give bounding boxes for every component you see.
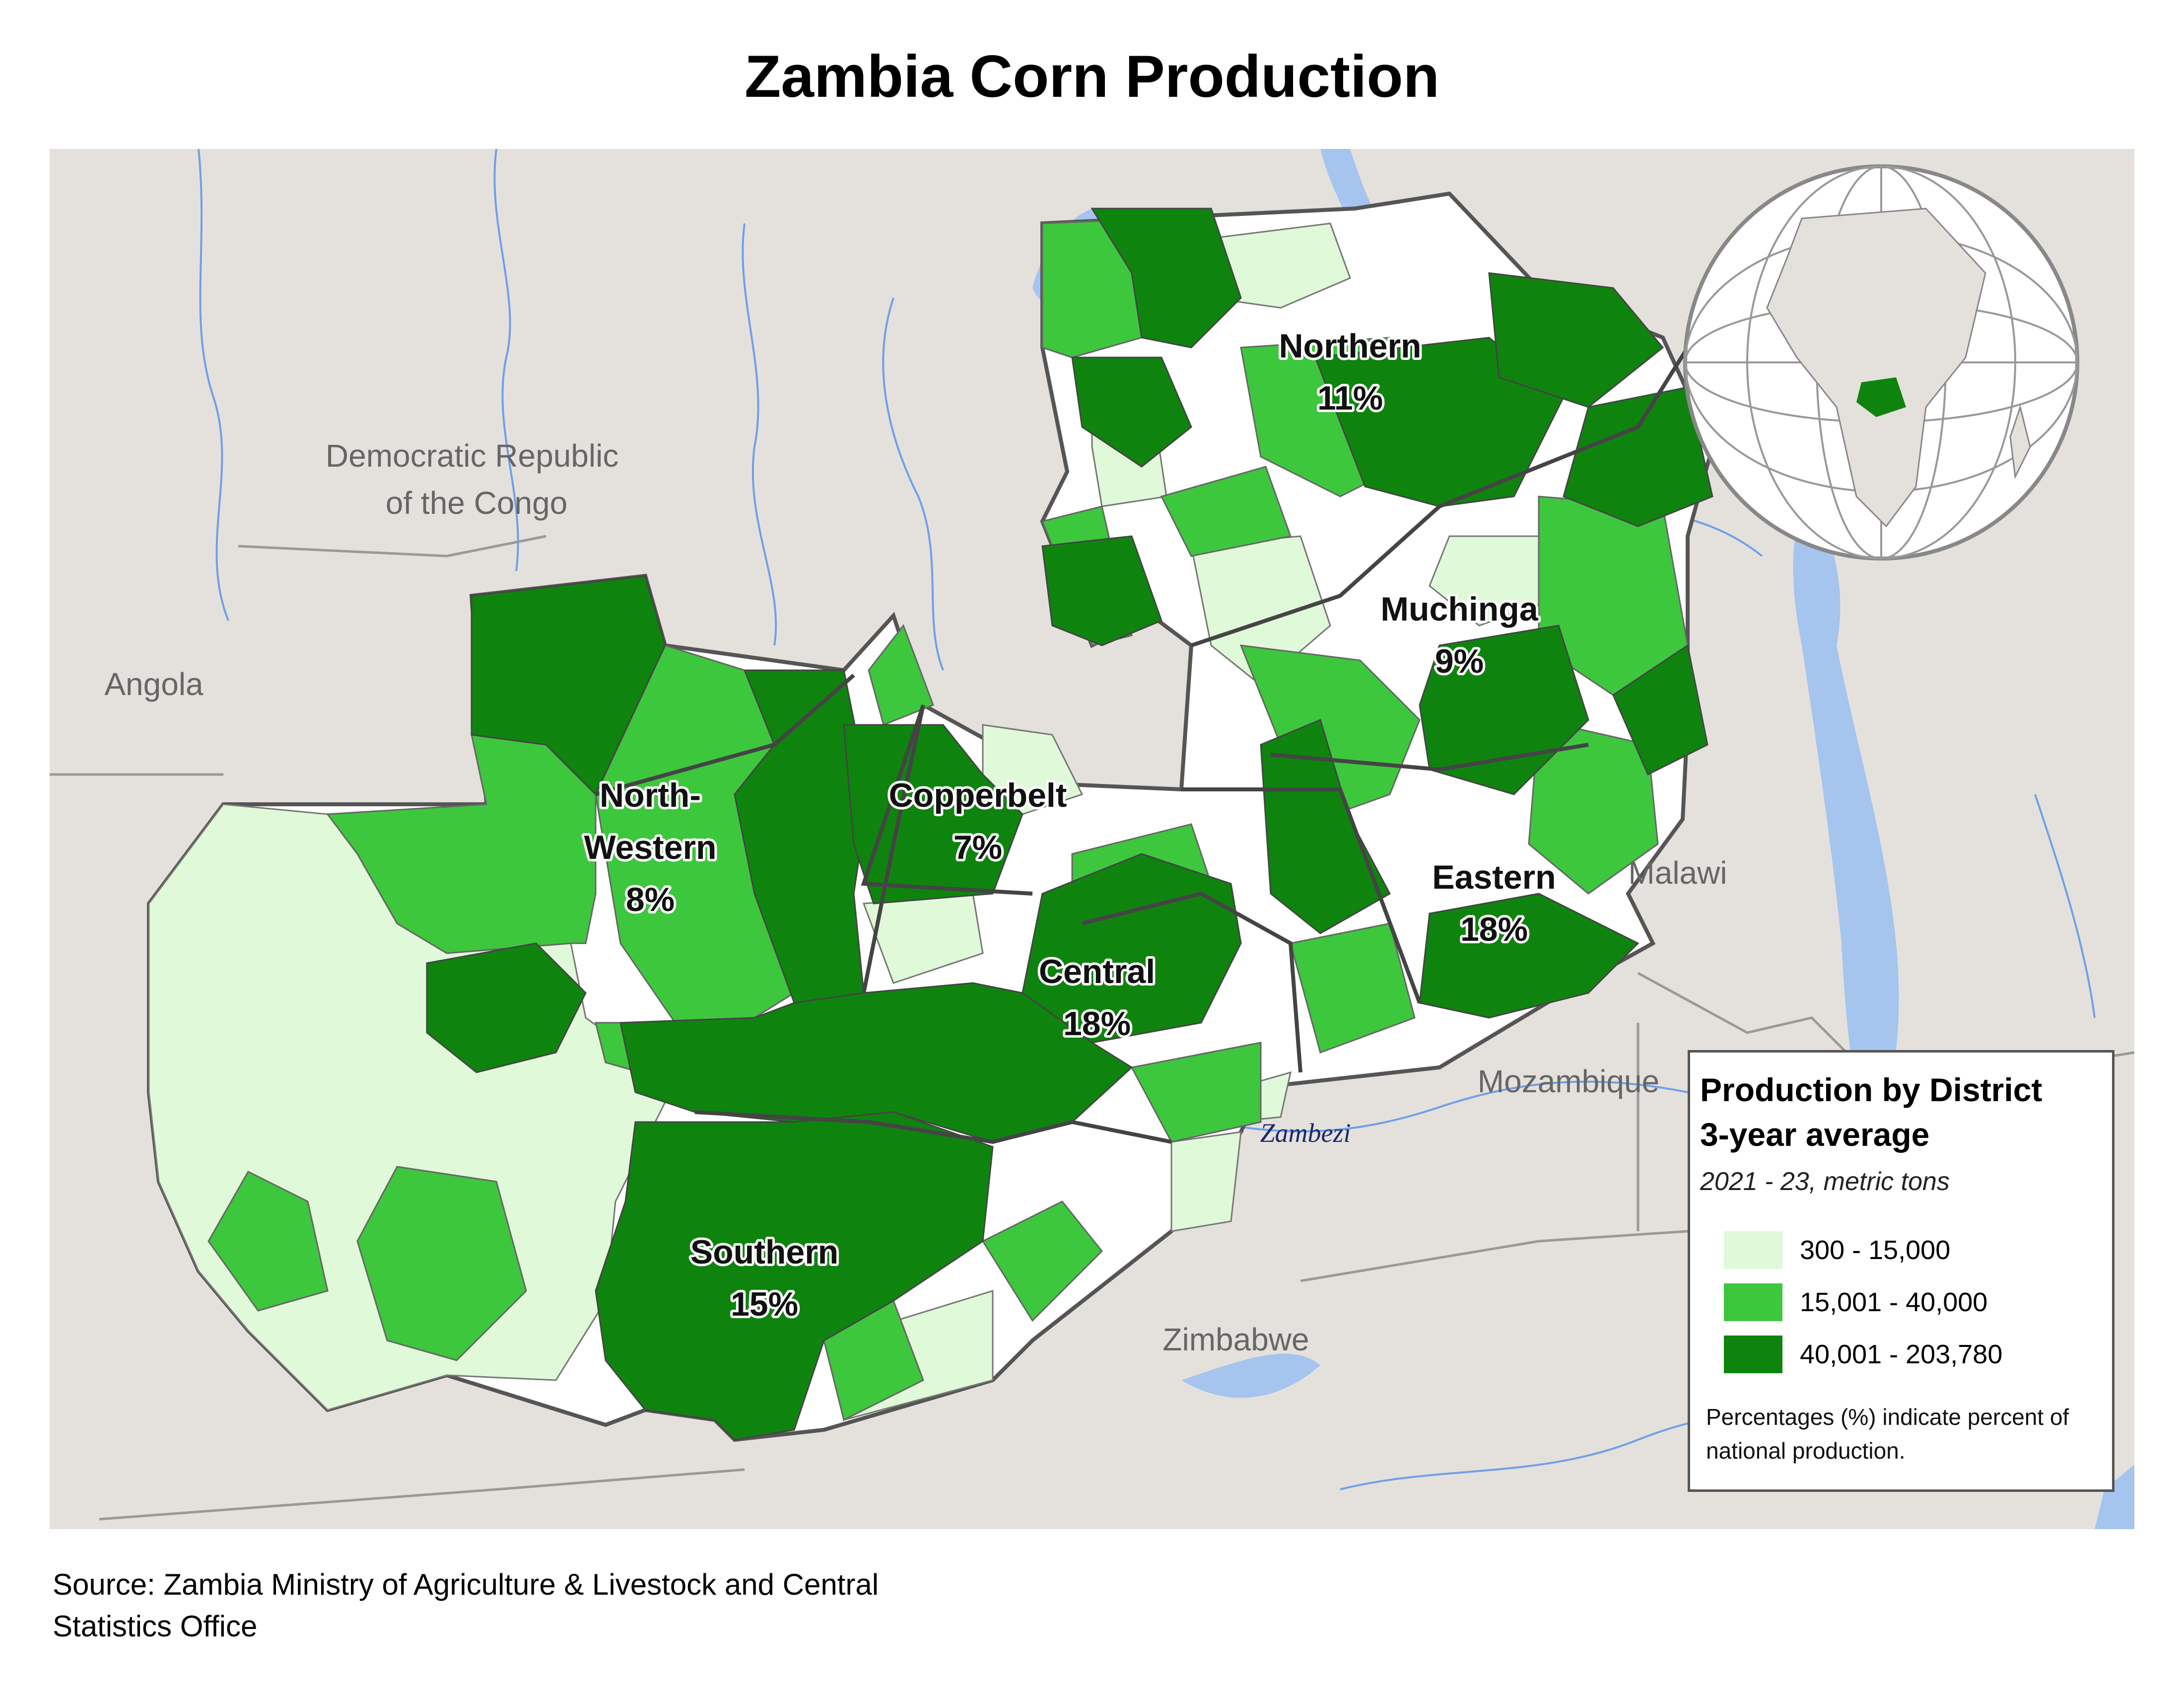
province-name-copperbelt: Copperbelt: [889, 776, 1067, 814]
label-malawi: Malawi: [1628, 855, 1727, 891]
legend-title-line1: Production by District: [1700, 1071, 2043, 1108]
legend-swatch-high: [1724, 1335, 1782, 1373]
legend-item-mid: 15,001 - 40,000: [1700, 1276, 2102, 1328]
legend-note: Percentages (%) indicate percent of nati…: [1706, 1404, 2069, 1464]
legend-subtitle: 2021 - 23, metric tons: [1700, 1167, 1950, 1196]
map-area: Democratic Republic of the Congo Angola …: [50, 149, 2134, 1529]
label-zimbabwe: Zimbabwe: [1162, 1322, 1309, 1357]
legend-item-high: 40,001 - 203,780: [1700, 1328, 2102, 1380]
province-pct-southern: 15%: [731, 1285, 798, 1323]
legend-title-line2: 3-year average: [1700, 1116, 1930, 1153]
province-borders: [595, 346, 1690, 1144]
legend-label-mid: 15,001 - 40,000: [1800, 1287, 1988, 1317]
legend-swatch-low: [1724, 1231, 1782, 1269]
lake-kariba: [1181, 1353, 1320, 1398]
legend-label-low: 300 - 15,000: [1800, 1235, 1951, 1265]
legend-label-high: 40,001 - 203,780: [1800, 1339, 2003, 1369]
map-canvas: Democratic Republic of the Congo Angola …: [50, 149, 2134, 1529]
legend-item-low: 300 - 15,000: [1700, 1224, 2102, 1276]
label-zambezi: Zambezi: [1260, 1118, 1351, 1148]
province-pct-muchinga: 9%: [1435, 642, 1484, 680]
globe-inset: [1683, 164, 2079, 561]
province-pct-northern: 11%: [1317, 379, 1383, 417]
province-pct-central: 18%: [1063, 1005, 1131, 1043]
province-labels: Northern 11% Muchinga 9% Copperbelt 7% N…: [581, 325, 1558, 1326]
province-name-central: Central: [1039, 953, 1155, 990]
source-note: Source: Zambia Ministry of Agriculture &…: [53, 1568, 879, 1643]
province-name-southern: Southern: [690, 1233, 838, 1271]
province-name-muchinga: Muchinga: [1380, 590, 1539, 628]
province-pct-copperbelt: 7%: [954, 829, 1002, 866]
map-title: Zambia Corn Production: [744, 43, 1440, 110]
province-name-north-western-line2: Western: [584, 829, 716, 866]
legend: Production by District 3-year average 20…: [1688, 1050, 2115, 1492]
province-pct-eastern: 18%: [1460, 911, 1528, 948]
legend-swatch-mid: [1724, 1283, 1782, 1321]
label-drc-line2: of the Congo: [386, 485, 568, 521]
label-angola: Angola: [104, 666, 204, 702]
label-drc-line1: Democratic Republic: [326, 438, 618, 474]
legend-items: 300 - 15,000 15,001 - 40,000 40,001 - 20…: [1700, 1224, 2102, 1380]
province-pct-north-western: 8%: [626, 881, 675, 918]
province-name-eastern: Eastern: [1432, 858, 1556, 896]
label-drc: Democratic Republic of the Congo: [326, 438, 627, 521]
province-name-northern: Northern: [1279, 327, 1421, 365]
ocean-corner: [2095, 1465, 2134, 1529]
lake-malawi: [1793, 496, 1899, 1142]
country-labels: Democratic Republic of the Congo Angola …: [104, 438, 1727, 1357]
province-name-north-western-line1: North-: [600, 776, 701, 814]
label-mozambique: Mozambique: [1478, 1063, 1659, 1099]
